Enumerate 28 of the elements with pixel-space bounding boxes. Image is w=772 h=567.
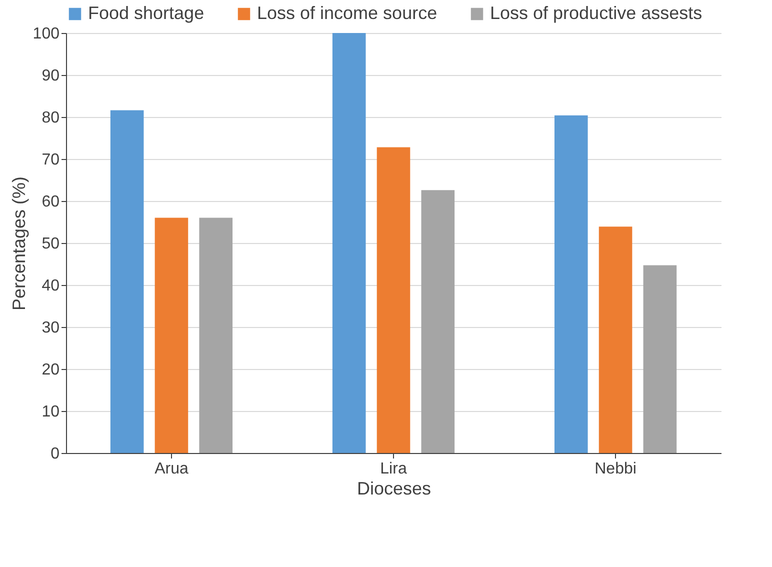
y-tick-label: 60: [42, 194, 60, 210]
y-tick-label: 50: [42, 236, 60, 252]
y-tick-label: 40: [42, 278, 60, 294]
y-tick-label: 0: [50, 446, 60, 462]
bar: [332, 33, 366, 453]
bar: [199, 218, 233, 453]
bar: [421, 190, 455, 453]
x-tick-label: Arua: [154, 460, 188, 478]
x-axis-title: Dioceses: [356, 478, 432, 498]
bar: [154, 218, 188, 453]
legend-label: Loss of income source: [257, 3, 438, 23]
bar: [554, 115, 588, 453]
legend-label: Loss of productive assests: [490, 3, 702, 23]
x-tick-label: Nebbi: [594, 460, 636, 478]
bar: [598, 226, 632, 453]
y-tick-label: 100: [32, 26, 60, 42]
y-tick-label: 70: [42, 152, 60, 168]
x-tick-label: Lira: [380, 460, 407, 478]
bar: [376, 147, 410, 453]
y-tick-label: 10: [42, 404, 60, 420]
y-tick-label: 20: [42, 362, 60, 378]
y-tick-label: 30: [42, 320, 60, 336]
y-tick-label: 90: [42, 68, 60, 84]
legend-label: Food shortage: [88, 3, 204, 23]
y-axis-title: Percentages (%): [8, 176, 29, 311]
bar: [643, 265, 677, 453]
y-tick-label: 80: [42, 110, 60, 126]
bar: [110, 110, 144, 453]
